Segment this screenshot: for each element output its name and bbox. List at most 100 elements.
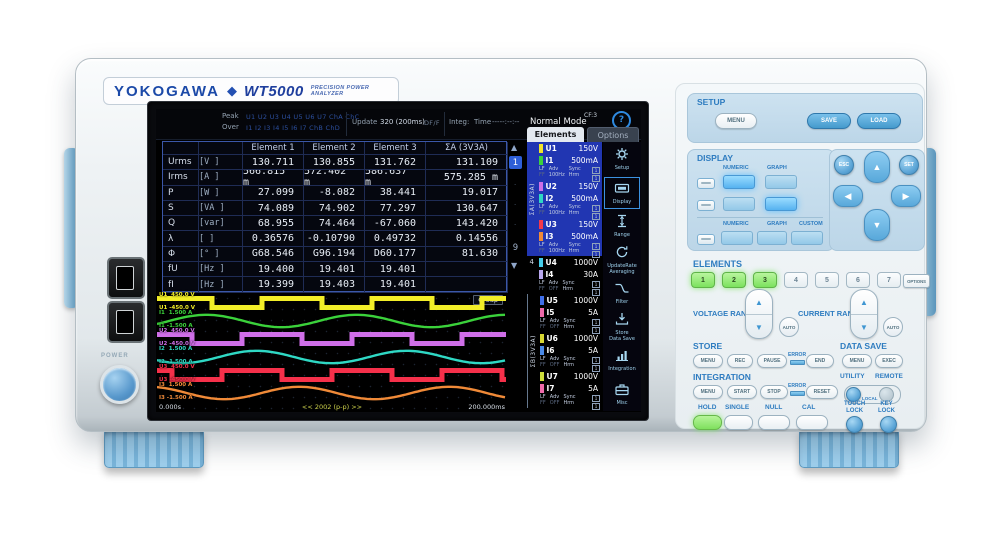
esc-button[interactable]: ESC bbox=[834, 155, 854, 175]
element-key-1[interactable]: 1 bbox=[691, 272, 715, 288]
element-voltage-row[interactable]: U5 1000V bbox=[538, 294, 602, 306]
element-voltage-row[interactable]: U6 1000V bbox=[538, 332, 602, 344]
page-up-icon[interactable]: ▲ bbox=[511, 143, 518, 152]
arrow-up-button[interactable]: ▲ bbox=[864, 151, 890, 183]
numeric-button-row3[interactable] bbox=[721, 231, 753, 245]
page-dot[interactable]: · bbox=[514, 181, 517, 189]
page-dot[interactable]: · bbox=[514, 221, 517, 229]
integration-start-button[interactable]: START bbox=[727, 385, 757, 399]
element-current-row[interactable]: I6 5A bbox=[538, 344, 602, 356]
peak-label: Peak bbox=[222, 112, 239, 120]
store-end-button[interactable]: END bbox=[806, 354, 834, 368]
store-rec-button[interactable]: REC bbox=[727, 354, 753, 368]
page-number[interactable]: 9 bbox=[512, 242, 519, 253]
element-key-5[interactable]: 5 bbox=[815, 272, 839, 288]
voltage-range-rocker[interactable]: ▲ ▼ bbox=[745, 289, 773, 339]
menu-range-button[interactable]: Range bbox=[604, 210, 640, 242]
power-button[interactable] bbox=[100, 365, 139, 404]
current-range-value: 500mA bbox=[571, 155, 598, 165]
data-save-menu-button[interactable]: MENU bbox=[842, 354, 872, 368]
display-indicator-button-1[interactable] bbox=[697, 178, 715, 189]
display-indicator-button-3[interactable] bbox=[697, 234, 715, 245]
tab-options[interactable]: Options bbox=[587, 127, 639, 142]
options-key[interactable]: OPTIONS bbox=[903, 274, 930, 288]
store-pause-button[interactable]: PAUSE bbox=[757, 354, 787, 368]
graph-button-row1[interactable] bbox=[765, 175, 797, 189]
store-menu-button[interactable]: MENU bbox=[693, 354, 723, 368]
load-button[interactable]: LOAD bbox=[857, 113, 901, 129]
custom-button[interactable] bbox=[791, 231, 823, 245]
current-range-down[interactable]: ▼ bbox=[860, 322, 868, 332]
touch-lock-button[interactable] bbox=[846, 416, 863, 433]
arrow-left-button[interactable]: ◀ bbox=[833, 185, 863, 207]
current-range-rocker[interactable]: ▲ ▼ bbox=[850, 289, 878, 339]
page-dot[interactable]: · bbox=[514, 201, 517, 209]
graph-button-row3[interactable] bbox=[757, 231, 787, 245]
current-range-up[interactable]: ▲ bbox=[851, 290, 877, 315]
set-button[interactable]: SET bbox=[899, 155, 919, 175]
element-sub-settings: LF FF Adv OFF Sync Hrm 1 1 bbox=[538, 318, 602, 334]
usb-port-1[interactable] bbox=[107, 257, 145, 299]
current-channel-name: I1 bbox=[545, 155, 554, 165]
save-button[interactable]: SAVE bbox=[807, 113, 851, 129]
element-key-3[interactable]: 3 bbox=[753, 272, 777, 288]
cal-button[interactable] bbox=[796, 415, 828, 430]
integration-stop-button[interactable]: STOP bbox=[760, 385, 788, 399]
sync-harmonics-setting: Sync Hrm bbox=[563, 318, 576, 330]
menu-display-button[interactable]: Display bbox=[604, 176, 640, 209]
element-key-4[interactable]: 4 bbox=[784, 272, 808, 288]
single-button[interactable] bbox=[724, 415, 753, 430]
tab-elements[interactable]: Elements bbox=[527, 127, 584, 142]
usb-port-2[interactable] bbox=[107, 301, 145, 343]
page-down-icon[interactable]: ▼ bbox=[511, 261, 518, 270]
display-indicator-button-2[interactable] bbox=[697, 200, 715, 211]
element-voltage-row[interactable]: U7 1000V bbox=[538, 370, 602, 382]
integration-reset-button[interactable]: RESET bbox=[806, 385, 838, 399]
page-number[interactable]: 1 bbox=[509, 156, 522, 169]
voltage-range-down[interactable]: ▼ bbox=[755, 322, 763, 332]
element-current-row[interactable]: I4 30A bbox=[537, 268, 602, 280]
graph-button-row2[interactable] bbox=[765, 197, 797, 211]
element-key-6[interactable]: 6 bbox=[846, 272, 870, 288]
element-voltage-row[interactable]: U2 150V bbox=[537, 180, 602, 192]
voltage-auto-button[interactable]: AUTO bbox=[779, 317, 799, 337]
arrow-right-button[interactable]: ▶ bbox=[891, 185, 921, 207]
element-voltage-row[interactable]: U3 150V bbox=[537, 218, 602, 230]
measurement-value: 74.464 bbox=[304, 216, 365, 232]
numeric-button-row2[interactable] bbox=[723, 197, 755, 211]
touchscreen-display[interactable]: Peak Over U1 U2 U3 U4 U5 U6 U7 ChA ChC I… bbox=[156, 109, 641, 412]
null-button[interactable] bbox=[758, 415, 790, 430]
key-lock-button[interactable] bbox=[880, 416, 897, 433]
menu-misc-button[interactable]: Misc bbox=[604, 378, 640, 410]
menu-filter-button[interactable]: Filter bbox=[604, 277, 640, 309]
element-current-row[interactable]: I2 500mA bbox=[537, 192, 602, 204]
current-auto-button[interactable]: AUTO bbox=[883, 317, 903, 337]
element-voltage-row[interactable]: U4 1000V bbox=[537, 256, 602, 268]
menu-integration-button[interactable]: Integration bbox=[604, 344, 640, 376]
element-current-row[interactable]: I3 500mA bbox=[537, 230, 602, 242]
element-settings-panel[interactable]: ΣA(3V3A) U1 150V I1 500mA LF FF Adv 100Hz Sync Hrm… bbox=[527, 142, 602, 411]
integration-menu-button[interactable]: MENU bbox=[693, 385, 723, 399]
hold-button[interactable] bbox=[693, 415, 722, 430]
custom-label: CUSTOM bbox=[799, 221, 823, 227]
element-voltage-row[interactable]: U1 150V bbox=[537, 142, 602, 154]
element-key-2[interactable]: 2 bbox=[722, 272, 746, 288]
voltage-range-up[interactable]: ▲ bbox=[746, 290, 772, 315]
data-save-exec-button[interactable]: EXEC bbox=[875, 354, 903, 368]
setup-menu-button[interactable]: MENU bbox=[715, 113, 757, 129]
element-current-row[interactable]: I5 5A bbox=[538, 306, 602, 318]
page-selector[interactable]: ▲ 1 · · · 9 ▼ bbox=[508, 143, 525, 291]
element-current-row[interactable]: I7 5A bbox=[538, 382, 602, 394]
numeric-button-row1[interactable] bbox=[723, 175, 755, 189]
time-label: Time bbox=[474, 118, 492, 126]
utility-button[interactable] bbox=[846, 387, 861, 402]
element-key-7[interactable]: 7 bbox=[877, 272, 901, 288]
current-channel-name: I3 bbox=[545, 231, 554, 241]
menu-setup-button[interactable]: Setup bbox=[604, 143, 640, 175]
element-current-row[interactable]: I1 500mA bbox=[537, 154, 602, 166]
right-foot bbox=[799, 426, 899, 468]
voltage-channel-name: U5 bbox=[546, 295, 558, 305]
menu-update-rate-button[interactable]: UpdateRate Averaging bbox=[604, 244, 640, 276]
menu-store-button[interactable]: Store Data Save bbox=[604, 311, 640, 343]
arrow-down-button[interactable]: ▼ bbox=[864, 209, 890, 241]
